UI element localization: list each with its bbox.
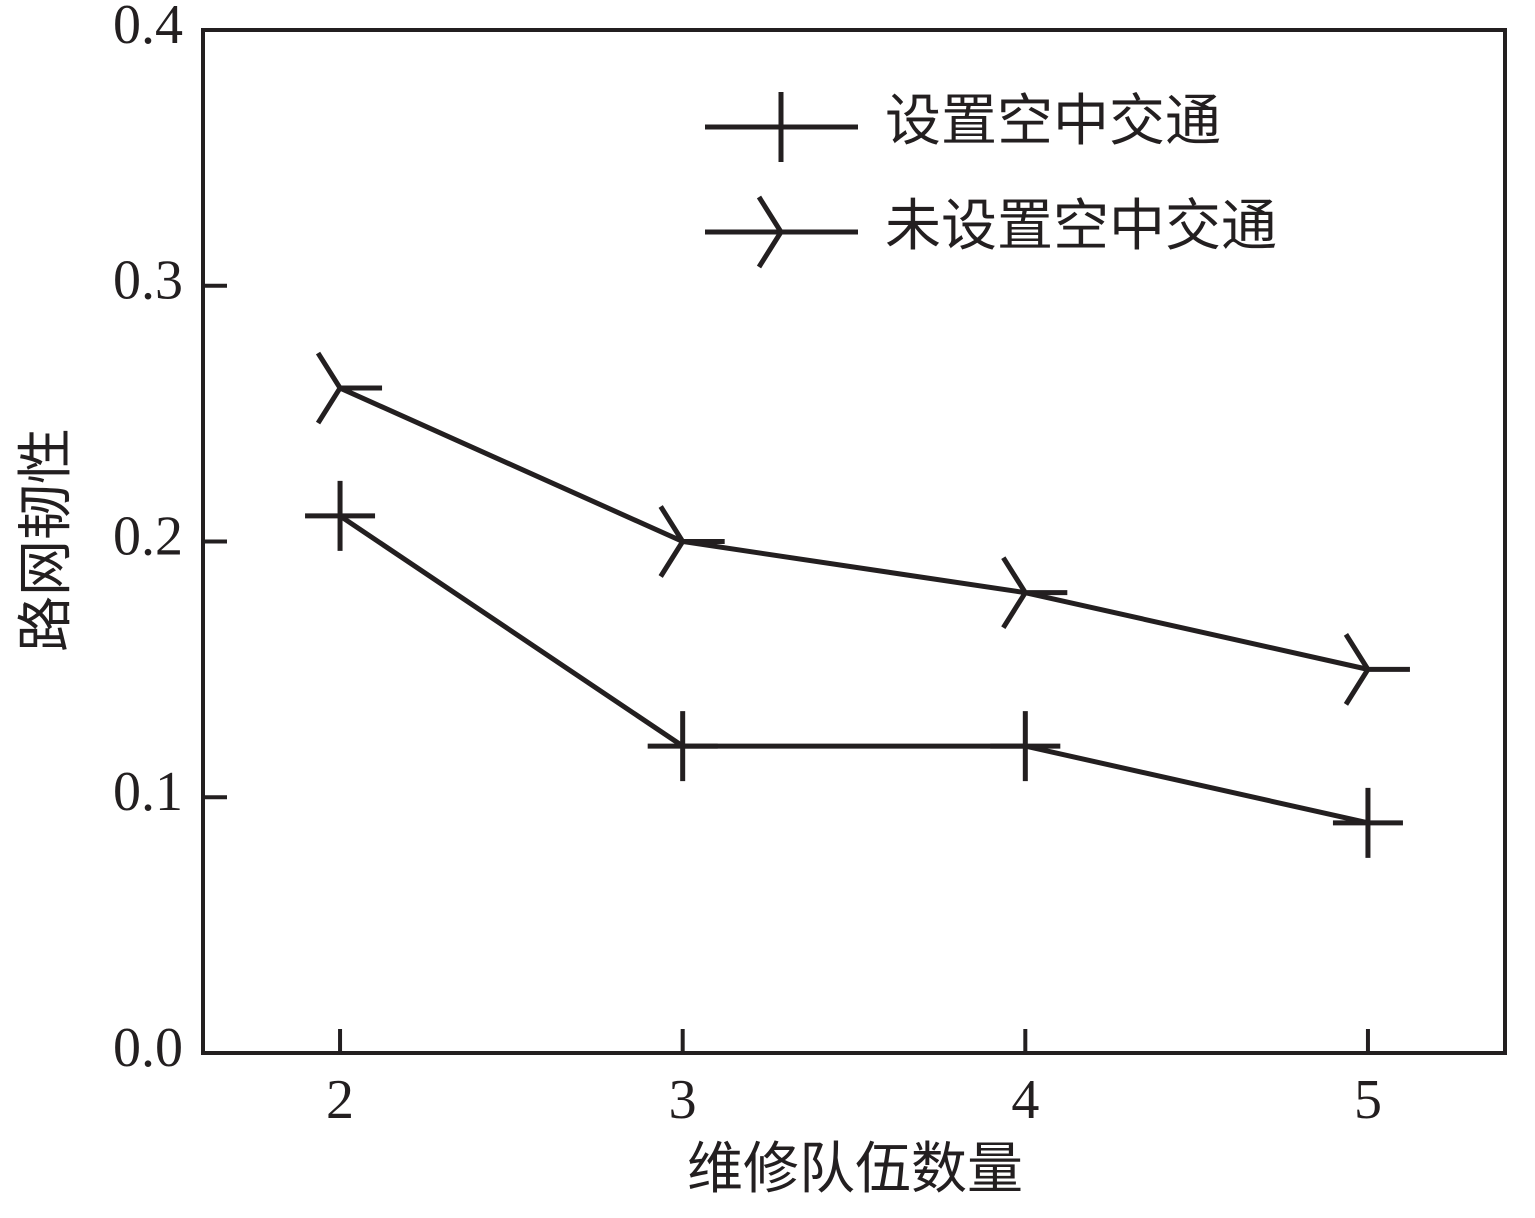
data-marker bbox=[647, 711, 718, 782]
x-axis-label: 维修队伍数量 bbox=[687, 1139, 1023, 1201]
legend-label: 设置空中交通 bbox=[885, 91, 1221, 153]
x-tick-label: 4 bbox=[1011, 1069, 1039, 1131]
legend-label: 未设置空中交通 bbox=[885, 196, 1277, 258]
legend-marker bbox=[756, 195, 823, 269]
data-marker bbox=[990, 711, 1061, 782]
x-tick-label: 5 bbox=[1354, 1069, 1382, 1131]
data-marker bbox=[658, 505, 725, 578]
y-tick-label: 0.4 bbox=[113, 0, 183, 56]
y-tick-label: 0.3 bbox=[113, 250, 183, 312]
data-marker bbox=[1001, 556, 1068, 629]
data-line bbox=[338, 513, 1369, 826]
y-tick-label: 0.0 bbox=[113, 1017, 183, 1079]
y-tick-label: 0.2 bbox=[113, 505, 183, 567]
y-axis-label: 路网韧性 bbox=[16, 428, 78, 652]
legend-marker bbox=[746, 92, 816, 162]
data-marker bbox=[1343, 633, 1410, 706]
data-marker bbox=[1332, 787, 1403, 858]
data-marker bbox=[315, 351, 383, 425]
plot-frame bbox=[201, 28, 1507, 1055]
x-tick-label: 3 bbox=[669, 1069, 697, 1131]
x-tick-label: 2 bbox=[326, 1069, 354, 1131]
data-marker bbox=[305, 480, 376, 551]
y-tick-label: 0.1 bbox=[113, 761, 183, 823]
data-line bbox=[339, 385, 1369, 672]
